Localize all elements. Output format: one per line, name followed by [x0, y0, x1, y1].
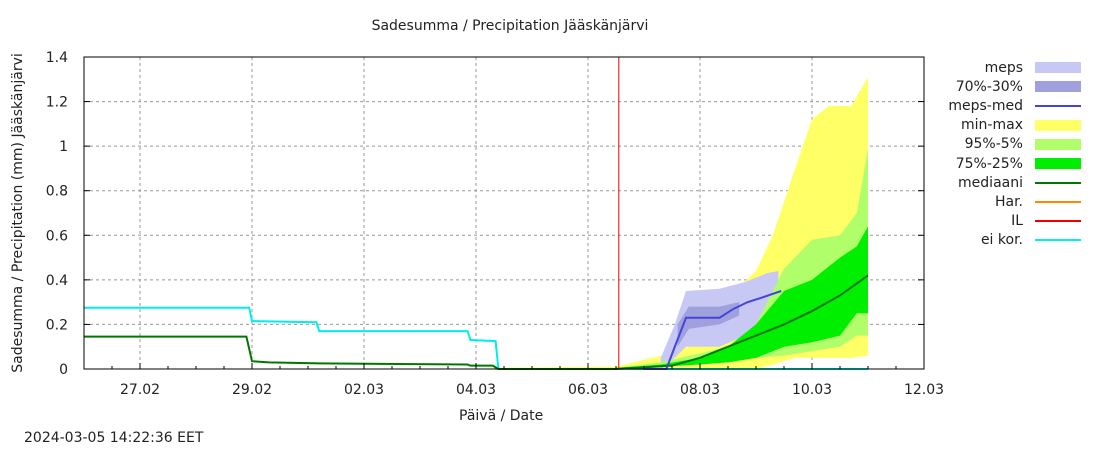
y-tick-label: 1	[59, 139, 68, 155]
line-ei-kor-	[84, 306, 868, 370]
legend-swatch	[1035, 220, 1081, 223]
legend-label: ei kor.	[980, 232, 1023, 249]
legend-swatch	[1035, 200, 1081, 203]
legend-label: min-max	[961, 117, 1023, 134]
legend-item: mediaani	[945, 173, 1081, 192]
legend-swatch	[1035, 181, 1081, 184]
line-meps-med	[644, 290, 782, 370]
chart-legend: meps 70%-30% meps-med min-max 95%-5% 75%-25% m…	[945, 58, 1081, 250]
y-tick-label: 0.4	[46, 273, 68, 289]
chart-title: Sadesumma / Precipitation Jääskänjärvi	[371, 18, 649, 34]
legend-label: Har.	[994, 193, 1023, 210]
legend-swatch	[1035, 104, 1081, 107]
y-tick-label: 1.4	[46, 50, 68, 66]
legend-item: 75%-25%	[945, 154, 1081, 173]
y-tick-label: 0.2	[46, 317, 68, 333]
y-tick-label: 0.6	[46, 228, 68, 244]
y-tick-label: 0.8	[46, 184, 68, 200]
legend-swatch	[1035, 138, 1081, 150]
axis-ticks: 0 0.2 0.4 0.6 0.8 1 1.2 1.4 27.02 29.02 02.03 04.03…	[46, 50, 944, 398]
legend-label: mediaani	[958, 174, 1023, 191]
legend-label: meps-med	[948, 97, 1023, 114]
legend-label: 70%-30%	[955, 78, 1023, 95]
legend-label: 75%-25%	[955, 155, 1023, 172]
x-tick-label: 10.03	[792, 382, 832, 398]
x-tick-label: 27.02	[120, 382, 160, 398]
legend-swatch	[1035, 62, 1081, 74]
x-tick-label: 02.03	[344, 382, 384, 398]
band-70-30-	[677, 302, 740, 347]
legend-swatch	[1035, 81, 1081, 93]
timestamp: 2024-03-05 14:22:36 EET	[24, 430, 204, 446]
x-tick-label: 08.03	[680, 382, 720, 398]
x-tick-label: 12.03	[904, 382, 944, 398]
legend-item: ei kor.	[945, 231, 1081, 250]
legend-item: Har.	[945, 192, 1081, 211]
legend-item: IL	[945, 212, 1081, 231]
y-tick-label: 0	[59, 362, 68, 378]
legend-label: IL	[1011, 213, 1023, 230]
x-axis-label: Päivä / Date	[459, 408, 544, 424]
legend-item: 95%-5%	[945, 135, 1081, 154]
legend-item: meps	[945, 58, 1081, 77]
x-tick-label: 06.03	[568, 382, 608, 398]
legend-label: meps	[984, 59, 1023, 76]
legend-item: 70%-30%	[945, 77, 1081, 96]
x-tick-label: 04.03	[456, 382, 496, 398]
legend-swatch	[1035, 119, 1081, 131]
x-tick-label: 29.02	[232, 382, 272, 398]
legend-label: 95%-5%	[964, 136, 1023, 153]
band-75-25-	[616, 226, 868, 369]
legend-swatch	[1035, 239, 1081, 242]
legend-swatch	[1035, 158, 1081, 170]
chart-bands	[492, 77, 868, 370]
legend-item: min-max	[945, 116, 1081, 135]
legend-item: meps-med	[945, 96, 1081, 115]
y-tick-label: 1.2	[46, 95, 68, 111]
